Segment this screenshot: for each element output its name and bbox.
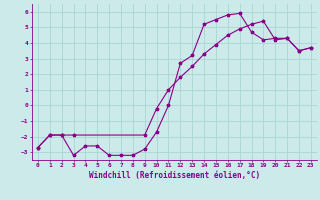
X-axis label: Windchill (Refroidissement éolien,°C): Windchill (Refroidissement éolien,°C) [89, 171, 260, 180]
